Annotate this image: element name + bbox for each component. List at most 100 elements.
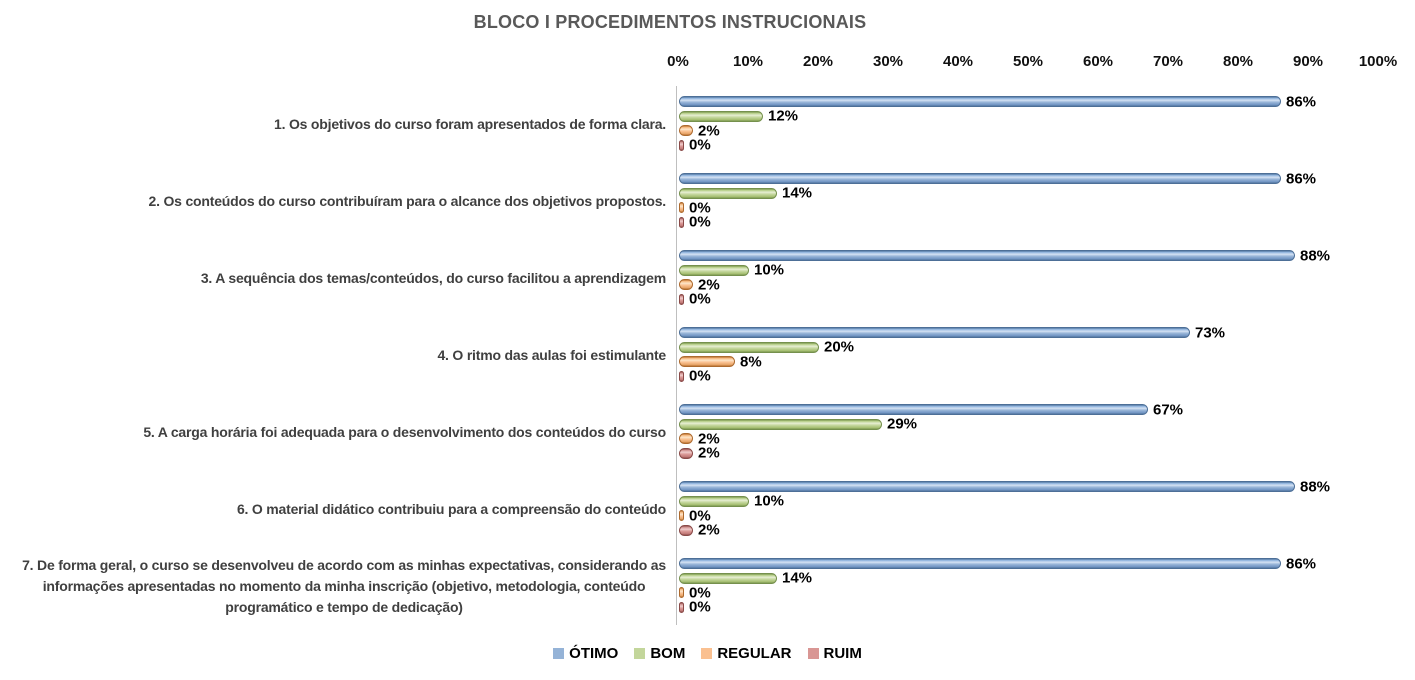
bar-group: 88% 10% 2% 0% [679, 240, 1389, 317]
bar-regular: 0% [679, 584, 711, 601]
legend-item: BOM [634, 645, 685, 662]
value-label: 2% [698, 430, 720, 447]
bar-ruim: 0% [679, 368, 711, 385]
bar-group: 86% 12% 2% 0% [679, 86, 1389, 163]
value-label: 0% [689, 136, 711, 154]
x-axis-tick: 80% [1222, 53, 1254, 70]
x-axis-tick: 10% [732, 53, 764, 70]
legend-swatch [701, 648, 713, 659]
bar-group: 86% 14% 0% 0% [679, 163, 1389, 240]
bar-timo: 88% [679, 247, 1330, 264]
value-label: 8% [740, 353, 762, 370]
x-axis: 0% 10% 20% 30% 40% 50% 60% 70% 80% 90% 100% [0, 53, 1415, 71]
bar-bom: 10% [679, 493, 784, 510]
x-axis-tick: 70% [1152, 53, 1184, 70]
value-label: 14% [782, 569, 813, 587]
value-label: 0% [689, 290, 711, 308]
bar-regular: 0% [679, 199, 711, 216]
legend: ÓTIMO BOM REGULAR RUIM [0, 645, 1415, 662]
bar-timo: 86% [679, 93, 1316, 110]
value-label: 86% [1286, 170, 1317, 187]
value-label: 20% [824, 338, 855, 356]
category-label: 1. Os objetivos do curso foram apresenta… [4, 86, 666, 163]
bar-ruim: 0% [679, 291, 711, 308]
legend-item: REGULAR [701, 645, 792, 662]
bar-ruim: 0% [679, 599, 711, 616]
x-axis-tick: 90% [1292, 53, 1324, 70]
value-label: 10% [754, 492, 785, 510]
category-label-text: 4. O ritmo das aulas foi estimulante [437, 347, 666, 363]
category-label-text: 3. A sequência dos temas/conteúdos, do c… [200, 270, 666, 286]
value-label: 73% [1195, 324, 1226, 341]
value-label: 14% [782, 184, 813, 202]
value-label: 0% [689, 367, 711, 385]
bar-group: 67% 29% 2% 2% [679, 394, 1389, 471]
x-axis-tick: 100% [1358, 53, 1398, 70]
chart-title: BLOCO I PROCEDIMENTOS INSTRUCIONAIS [473, 12, 867, 32]
legend-item: ÓTIMO [553, 645, 618, 662]
bar-timo: 67% [679, 401, 1183, 418]
bar-bom: 20% [679, 339, 854, 356]
value-label: 0% [689, 584, 711, 601]
bar-bom: 29% [679, 416, 917, 433]
category-label: 7. De forma geral, o curso se desenvolve… [4, 548, 666, 625]
legend-swatch [634, 648, 646, 659]
value-label: 0% [689, 199, 711, 216]
value-label: 2% [698, 521, 720, 539]
value-label: 10% [754, 261, 785, 279]
bar-group: 86% 14% 0% 0% [679, 548, 1389, 625]
bar-timo: 88% [679, 478, 1330, 495]
value-label: 12% [768, 107, 799, 125]
x-axis-tick: 40% [942, 53, 974, 70]
bar-regular: 2% [679, 122, 720, 139]
axis-line [676, 86, 677, 625]
value-label: 0% [689, 507, 711, 524]
bar-bom: 14% [679, 570, 812, 587]
value-label: 2% [698, 444, 720, 462]
bar-regular: 8% [679, 353, 762, 370]
legend-label: ÓTIMO [569, 645, 619, 662]
bar-group: 88% 10% 0% 2% [679, 471, 1389, 548]
bar-ruim: 2% [679, 445, 720, 462]
bar-group: 73% 20% 8% 0% [679, 317, 1389, 394]
bar-bom: 10% [679, 262, 784, 279]
category-label-text: 6. O material didático contribuiu para a… [236, 501, 666, 517]
x-axis-tick: 0% [667, 53, 689, 70]
legend-swatch [553, 648, 565, 659]
bar-regular: 0% [679, 507, 711, 524]
x-axis-tick: 50% [1012, 53, 1044, 70]
legend-swatch [807, 648, 819, 659]
legend-label: BOM [650, 645, 686, 662]
category-label: 2. Os conteúdos do curso contribuíram pa… [4, 163, 667, 240]
legend-label: RUIM [823, 645, 862, 662]
x-axis-tick: 60% [1082, 53, 1114, 70]
bar-ruim: 0% [679, 214, 711, 231]
value-label: 86% [1286, 93, 1317, 110]
bar-timo: 86% [679, 170, 1316, 187]
legend-label: REGULAR [717, 645, 792, 662]
value-label: 88% [1300, 478, 1331, 495]
category-label-text: 1. Os objetivos do curso foram apresenta… [274, 116, 666, 132]
category-label-text: 2. Os conteúdos do curso contribuíram pa… [148, 193, 667, 209]
value-label: 88% [1300, 247, 1331, 264]
bar-timo: 86% [679, 555, 1316, 572]
value-label: 67% [1153, 401, 1184, 418]
bar-ruim: 0% [679, 137, 711, 154]
bar-regular: 2% [679, 276, 720, 293]
value-label: 2% [698, 276, 720, 293]
category-label: 5. A carga horária foi adequada para o d… [4, 394, 666, 471]
category-label: 4. O ritmo das aulas foi estimulante [4, 317, 666, 394]
bar-timo: 73% [679, 324, 1225, 341]
x-axis-tick: 20% [802, 53, 834, 70]
bar-regular: 2% [679, 430, 720, 447]
plot-area: 86% 12% 2% 0% 86% 14% 0% 0% 88% 10% 2% 0% 73% 20% 8% 0%… [679, 86, 1389, 625]
value-label: 86% [1286, 555, 1317, 572]
category-label: 3. A sequência dos temas/conteúdos, do c… [4, 240, 666, 317]
bar-bom: 14% [679, 185, 812, 202]
value-label: 0% [689, 598, 711, 616]
legend-item: RUIM [807, 645, 862, 662]
value-label: 0% [689, 213, 711, 231]
category-label-text: 7. De forma geral, o curso se desenvolve… [22, 557, 666, 615]
value-label: 2% [698, 122, 720, 139]
